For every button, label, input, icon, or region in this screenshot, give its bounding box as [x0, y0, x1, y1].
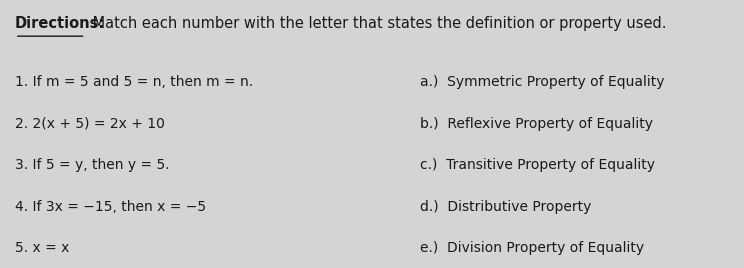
Text: a.)  Symmetric Property of Equality: a.) Symmetric Property of Equality [420, 75, 665, 89]
Text: e.)  Division Property of Equality: e.) Division Property of Equality [420, 241, 644, 255]
Text: d.)  Distributive Property: d.) Distributive Property [420, 200, 591, 214]
Text: 2. 2(x + 5) = 2x + 10: 2. 2(x + 5) = 2x + 10 [15, 117, 164, 131]
Text: 4. If 3x = −15, then x = −5: 4. If 3x = −15, then x = −5 [15, 200, 206, 214]
Text: b.)  Reflexive Property of Equality: b.) Reflexive Property of Equality [420, 117, 653, 131]
Text: Directions:: Directions: [15, 16, 105, 31]
Text: 5. x = x: 5. x = x [15, 241, 69, 255]
Text: c.)  Transitive Property of Equality: c.) Transitive Property of Equality [420, 158, 655, 172]
Text: Match each number with the letter that states the definition or property used.: Match each number with the letter that s… [88, 16, 667, 31]
Text: 3. If 5 = y, then y = 5.: 3. If 5 = y, then y = 5. [15, 158, 170, 172]
Text: 1. If m = 5 and 5 = n, then m = n.: 1. If m = 5 and 5 = n, then m = n. [15, 75, 253, 89]
